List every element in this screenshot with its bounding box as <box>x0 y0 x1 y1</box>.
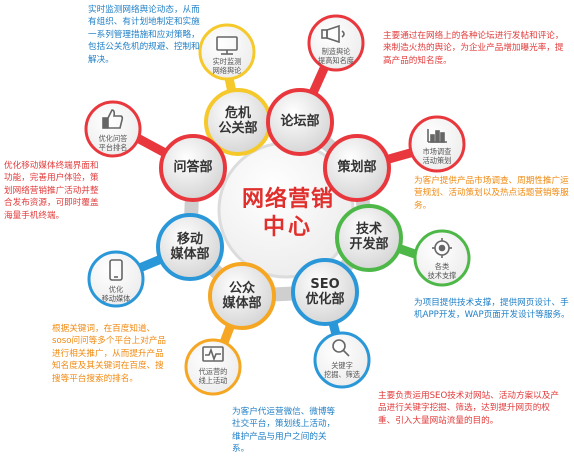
dept-mobile-bubble <box>156 213 224 281</box>
magnifier-icon <box>332 339 350 357</box>
icon-planning-label: 市场调查 活动策划 <box>422 147 452 165</box>
thumbs-up-icon <box>102 109 124 129</box>
megaphone-icon <box>321 24 345 44</box>
desc-forum: 主要通过在网络上的各种论坛进行发帖和评论，来制造火热的舆论，为企业产品增加曝光率… <box>383 31 564 66</box>
dept-forum-bubble <box>266 88 334 156</box>
dept-mobile-label: 移动 媒体部 <box>170 232 210 262</box>
center-title-line1: 网络营销 <box>241 187 334 212</box>
dept-seo-label: SEO 优化部 <box>305 277 345 307</box>
dept-crisis-label: 危机 公关部 <box>218 106 258 136</box>
dept-qa-label: 问答部 <box>173 160 213 175</box>
icon-planning-bubble <box>408 115 466 173</box>
desc-seo: 主要负责运用SEO技术对网站、活动方案以及产品进行关键字挖掘、筛选，达到提升网页… <box>378 391 559 426</box>
phone-icon <box>109 259 123 281</box>
dept-forum-label: 论坛部 <box>280 114 320 129</box>
desc-public: 为客户代运营微信、微博等社交平台，策划线上活动，维护产品与用户之间的关系。 <box>232 407 336 455</box>
dept-seo-bubble <box>291 258 359 326</box>
center-title: 网络营销 中心 <box>225 186 351 242</box>
icon-seo-label: 关键字 挖掘、筛选 <box>324 361 360 379</box>
desc-tech: 为项目提供技术支撑，提供网页设计、手机APP开发，WAP页面开发设计等服务。 <box>414 298 570 321</box>
desc-planning: 为客户提供产品市场调查、周期性推广运营规划、活动策划以及热点话题营销等服务。 <box>414 176 569 211</box>
monitor-icon <box>216 36 238 55</box>
icon-mobile-bubble <box>87 250 145 308</box>
monitor-pulse-icon <box>202 346 224 362</box>
chart-icon <box>427 129 447 143</box>
dept-planning-label: 策划部 <box>337 160 377 175</box>
icon-tech-label: 各类 技术支撑 <box>427 262 457 280</box>
dept-planning-bubble <box>323 134 391 202</box>
desc-crisis: 实时监测网络舆论动态，从而有组织、有计划地制定和实施一系列管理措施和应对策略，包… <box>88 5 200 65</box>
icon-seo-bubble <box>313 331 371 389</box>
icon-forum-label: 制造舆论 提高知名度 <box>318 47 354 65</box>
dept-tech-bubble <box>335 204 403 272</box>
desc-qa: 优化移动媒体终端界面和功能，完善用户体验，策划网络营销推广活动并整合发布资源，可… <box>4 161 99 221</box>
dept-tech-label: 技术 开发部 <box>349 222 389 252</box>
dept-qa-bubble <box>159 134 227 202</box>
icon-qa-bubble <box>84 100 142 158</box>
icon-qa-label: 优化问答 平台排名 <box>98 134 128 152</box>
dept-public-label: 公众 媒体部 <box>222 281 262 311</box>
desc-mobile: 根据关键词，在百度知道、soso问问等多个平台上对产品进行相关推广，从而提升产品… <box>52 324 167 384</box>
icon-public-label: 代运营的 线上活动 <box>198 367 228 385</box>
icon-mobile-label: 优化 移动媒体 <box>101 285 131 303</box>
icon-crisis-label: 实时监测 网络舆论 <box>212 57 242 75</box>
center-title-line2: 中心 <box>262 215 313 240</box>
gear-icon <box>432 238 452 258</box>
icon-public-bubble <box>184 338 242 396</box>
dept-public-bubble <box>208 262 276 330</box>
department-bubbles <box>156 88 403 330</box>
